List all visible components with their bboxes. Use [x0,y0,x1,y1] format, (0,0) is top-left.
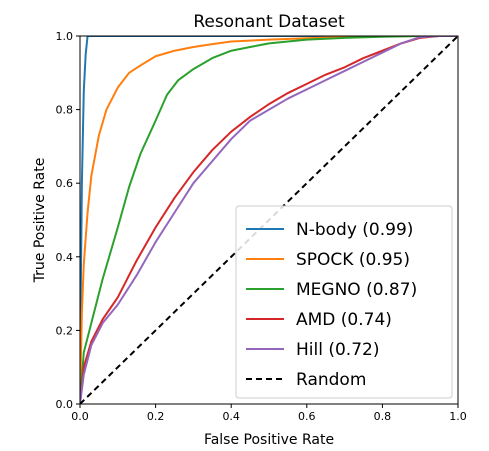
x-tick-label: 0.0 [71,410,89,423]
legend: N-body (0.99) SPOCK (0.95) MEGNO (0.87) AMD… [235,205,453,399]
y-axis-label: True Positive Rate [32,158,48,284]
x-tick-label: 1.0 [449,410,467,423]
legend-label: MEGNO (0.87) [296,280,417,300]
legend-label: N-body (0.99) [296,220,413,240]
y-tick-label: 1.0 [56,30,74,43]
series-line-3 [80,36,458,404]
x-tick-label: 0.6 [298,410,316,423]
y-tick-label: 0.8 [56,104,74,117]
x-tick-label: 0.2 [147,410,165,423]
chart-title: Resonant Dataset [193,12,345,32]
x-tick-label: 0.8 [374,410,392,423]
series-line-2 [80,36,458,404]
legend-label: Random [296,370,366,390]
y-tick-label: 0.4 [56,251,74,264]
legend-label: AMD (0.74) [296,310,392,330]
axis-ticks: 0.0 0.2 0.4 0.6 0.8 1.0 0.0 0.2 0.4 0.6 0.8 1.0 [56,30,467,423]
series-line-0 [80,36,458,404]
x-tick-label: 0.4 [222,410,240,423]
y-tick-label: 0.2 [56,324,74,337]
legend-label: Hill (0.72) [296,340,379,360]
legend-frame [235,205,453,399]
legend-label: SPOCK (0.95) [296,250,410,270]
y-tick-label: 0.0 [56,398,74,411]
plot-frame [79,35,459,405]
y-tick-label: 0.6 [56,177,74,190]
x-axis-label: False Positive Rate [204,432,334,448]
series-line-4 [80,36,458,404]
